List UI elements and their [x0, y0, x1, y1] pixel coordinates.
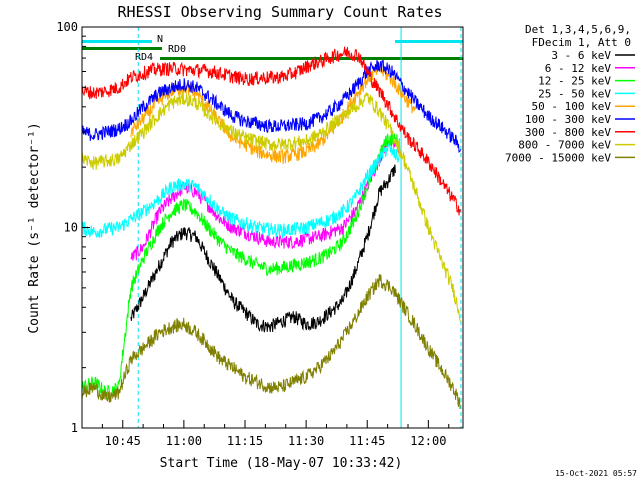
n-state-bar	[82, 40, 152, 43]
x-tick-label-3: 11:30	[288, 434, 324, 448]
rd4-bar	[82, 47, 162, 50]
legend-label-4: 50 - 100 keV	[532, 100, 612, 113]
y-axis: 1 10 100	[56, 20, 90, 435]
x-tick-label-1: 11:00	[166, 434, 202, 448]
legend-header-0: Det 1,3,4,5,6,9,	[525, 23, 631, 36]
legend-header-1: FDecim 1, Att 0	[532, 36, 631, 49]
attenuator-label-rd0: RD0	[168, 44, 186, 55]
legend-label-2: 12 - 25 keV	[538, 75, 611, 88]
rd0-bar	[160, 57, 463, 60]
legend-label-8: 7000 - 15000 keV	[505, 151, 611, 164]
y-tick-label-0: 1	[71, 421, 78, 435]
y-axis-label: Count Rate (s⁻¹ detector⁻¹)	[27, 122, 42, 333]
legend-label-6: 300 - 800 keV	[525, 126, 611, 139]
attenuator-label-n: N	[157, 34, 163, 45]
legend-label-3: 25 - 50 keV	[538, 87, 611, 100]
y-tick-label-2: 100	[56, 20, 78, 34]
x-tick-label-4: 11:45	[349, 434, 385, 448]
series-line-8	[82, 274, 461, 408]
legend-label-1: 6 - 12 keV	[545, 62, 612, 75]
x-tick-label-5: 12:00	[410, 434, 446, 448]
series-lines	[82, 47, 461, 409]
attenuator-label-rd4: RD4	[135, 52, 153, 63]
y-tick-label-1: 10	[64, 221, 78, 235]
x-axis: 10:45 11:00 11:15 11:30 11:45 12:00	[102, 420, 448, 448]
legend-label-7: 800 - 7000 keV	[518, 139, 611, 152]
n-state-bar-2	[395, 40, 463, 43]
attenuator-state-bars: N RD4 RD0	[82, 34, 463, 63]
chart-title: RHESSI Observing Summary Count Rates	[117, 3, 442, 21]
x-axis-label: Start Time (18-May-07 10:33:42)	[160, 456, 403, 471]
legend-label-5: 100 - 300 keV	[525, 113, 611, 126]
x-tick-label-0: 10:45	[105, 434, 141, 448]
footer-date: 15-Oct-2021 05:57	[555, 469, 637, 478]
x-tick-label-2: 11:15	[227, 434, 263, 448]
legend-label-0: 3 - 6 keV	[551, 49, 611, 62]
